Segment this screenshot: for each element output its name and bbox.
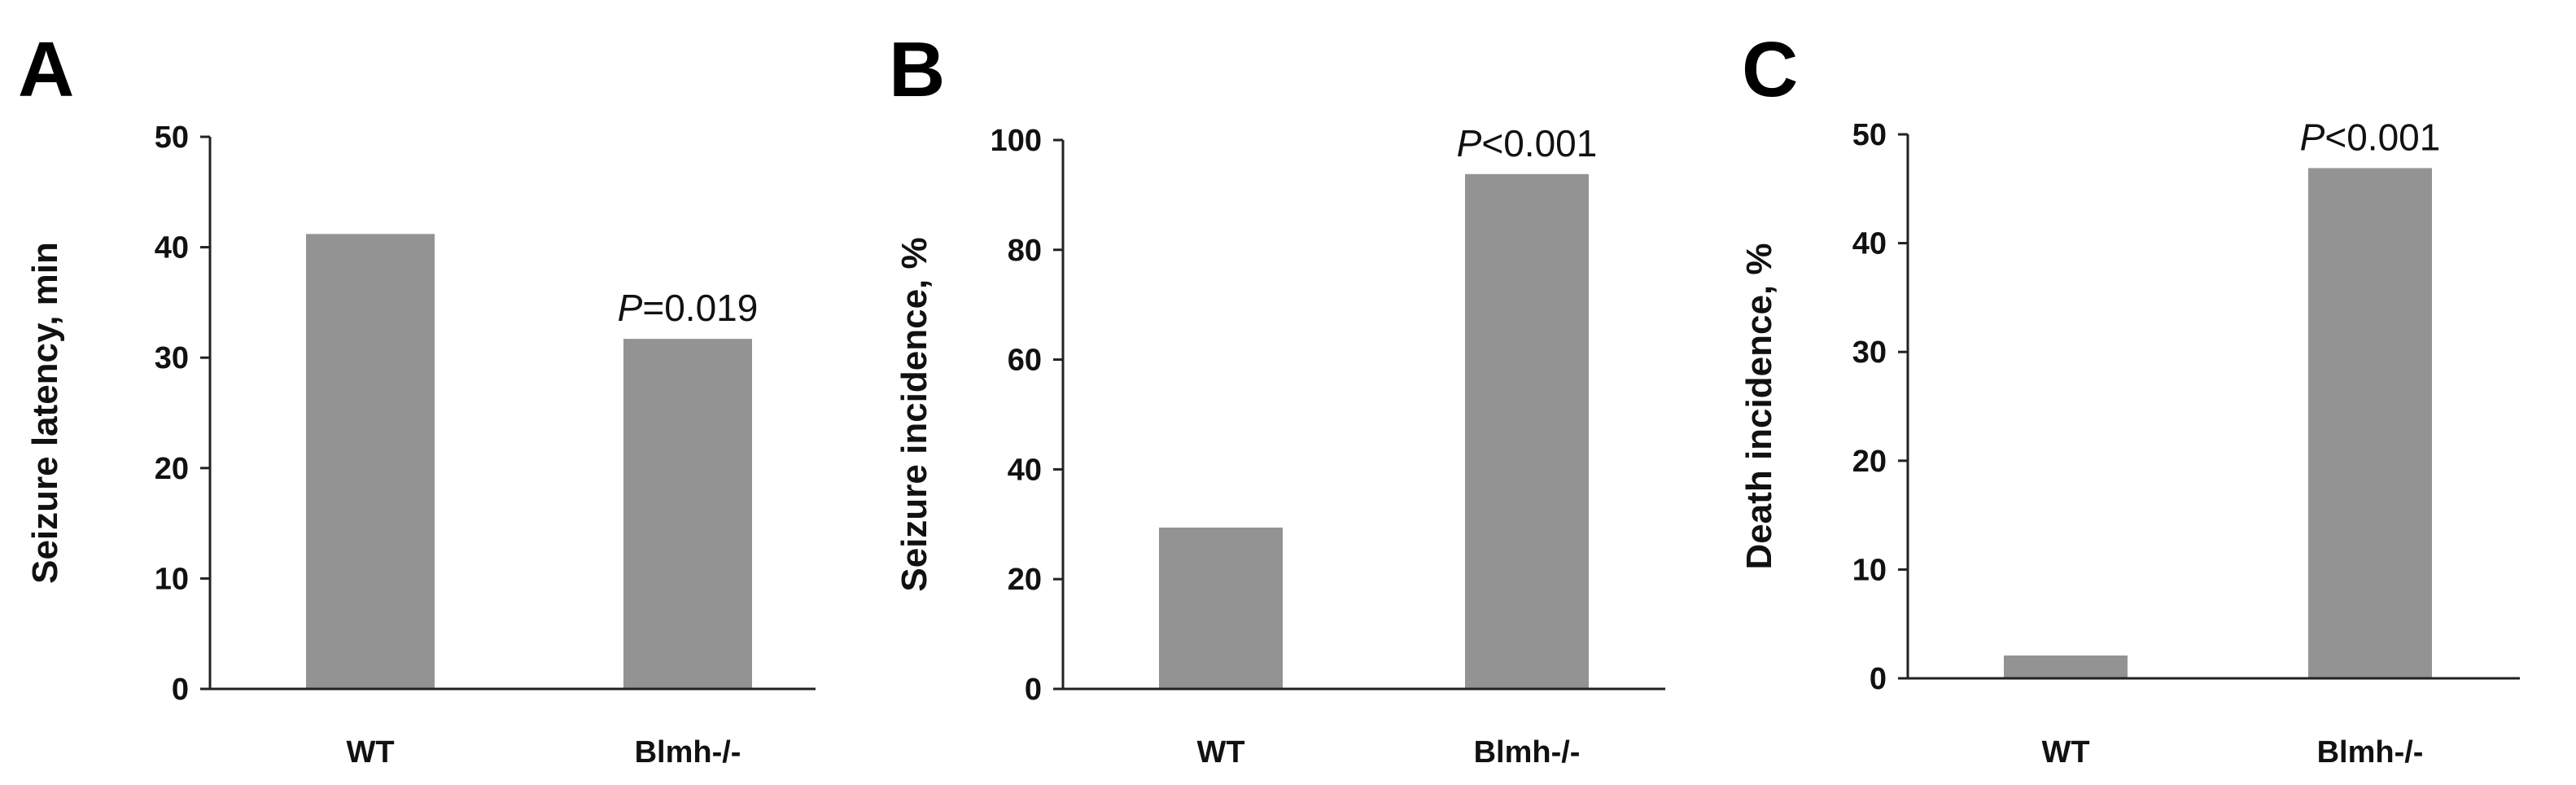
bar-wt xyxy=(306,234,435,689)
y-tick-label: 20 xyxy=(155,452,189,486)
panel-letter: B xyxy=(889,26,945,113)
p-value-annotation: P=0.019 xyxy=(618,287,759,329)
p-value-annotation: P<0.001 xyxy=(1457,122,1598,164)
bar-blmh xyxy=(2308,168,2432,678)
y-tick-label: 60 xyxy=(1008,344,1042,378)
x-tick-label: WT xyxy=(1196,735,1244,770)
y-axis-label: Death incidence, % xyxy=(1739,243,1779,569)
y-tick-label: 40 xyxy=(155,231,189,265)
panel-b: B 0 20 40 60 80 100 WT Blmh-/- Seizure incidence,… xyxy=(889,26,1665,770)
bar-blmh xyxy=(1465,173,1589,690)
x-tick-label: Blmh-/- xyxy=(2317,735,2424,770)
y-tick-label: 20 xyxy=(1852,445,1887,479)
y-axis-label: Seizure incidence, % xyxy=(894,237,934,591)
panel-c: C 0 10 20 30 40 50 WT Blmh-/- Death incidence, % P… xyxy=(1739,26,2520,770)
x-tick-label: WT xyxy=(2041,735,2089,770)
p-symbol: P xyxy=(1457,122,1482,164)
y-tick-label: 30 xyxy=(155,341,189,375)
p-value-text: =0.019 xyxy=(642,287,758,329)
y-tick-label: 30 xyxy=(1852,335,1887,370)
bar-blmh xyxy=(623,339,752,689)
p-value-text: <0.001 xyxy=(1481,122,1597,164)
x-tick-label: WT xyxy=(346,735,394,770)
p-value-text: <0.001 xyxy=(2325,116,2440,158)
panel-letter: A xyxy=(18,26,74,113)
y-tick-label: 50 xyxy=(1852,118,1887,152)
bar-wt xyxy=(2004,655,2128,678)
y-tick-label: 40 xyxy=(1852,227,1887,261)
y-tick-label: 40 xyxy=(1008,453,1042,487)
y-tick-label: 100 xyxy=(991,124,1042,158)
y-tick-label: 20 xyxy=(1008,563,1042,597)
p-value-annotation: P<0.001 xyxy=(2300,116,2441,158)
x-tick-label: Blmh-/- xyxy=(635,735,741,770)
p-symbol: P xyxy=(618,287,643,329)
y-tick-label: 0 xyxy=(1870,662,1887,696)
p-symbol: P xyxy=(2300,116,2325,158)
y-tick-label: 10 xyxy=(1852,553,1887,587)
y-tick-label: 0 xyxy=(172,673,189,707)
y-tick-label: 50 xyxy=(155,121,189,155)
x-tick-label: Blmh-/- xyxy=(1474,735,1581,770)
y-axis-label: Seizure latency, min xyxy=(25,242,65,584)
y-tick-label: 10 xyxy=(155,562,189,596)
panel-letter: C xyxy=(1742,26,1798,113)
y-tick-label: 80 xyxy=(1008,234,1042,268)
bar-wt xyxy=(1159,527,1283,689)
panel-a: A 0 10 20 30 40 50 WT Blmh-/- Seizure latency, mi… xyxy=(18,26,816,770)
y-tick-label: 0 xyxy=(1025,673,1042,707)
